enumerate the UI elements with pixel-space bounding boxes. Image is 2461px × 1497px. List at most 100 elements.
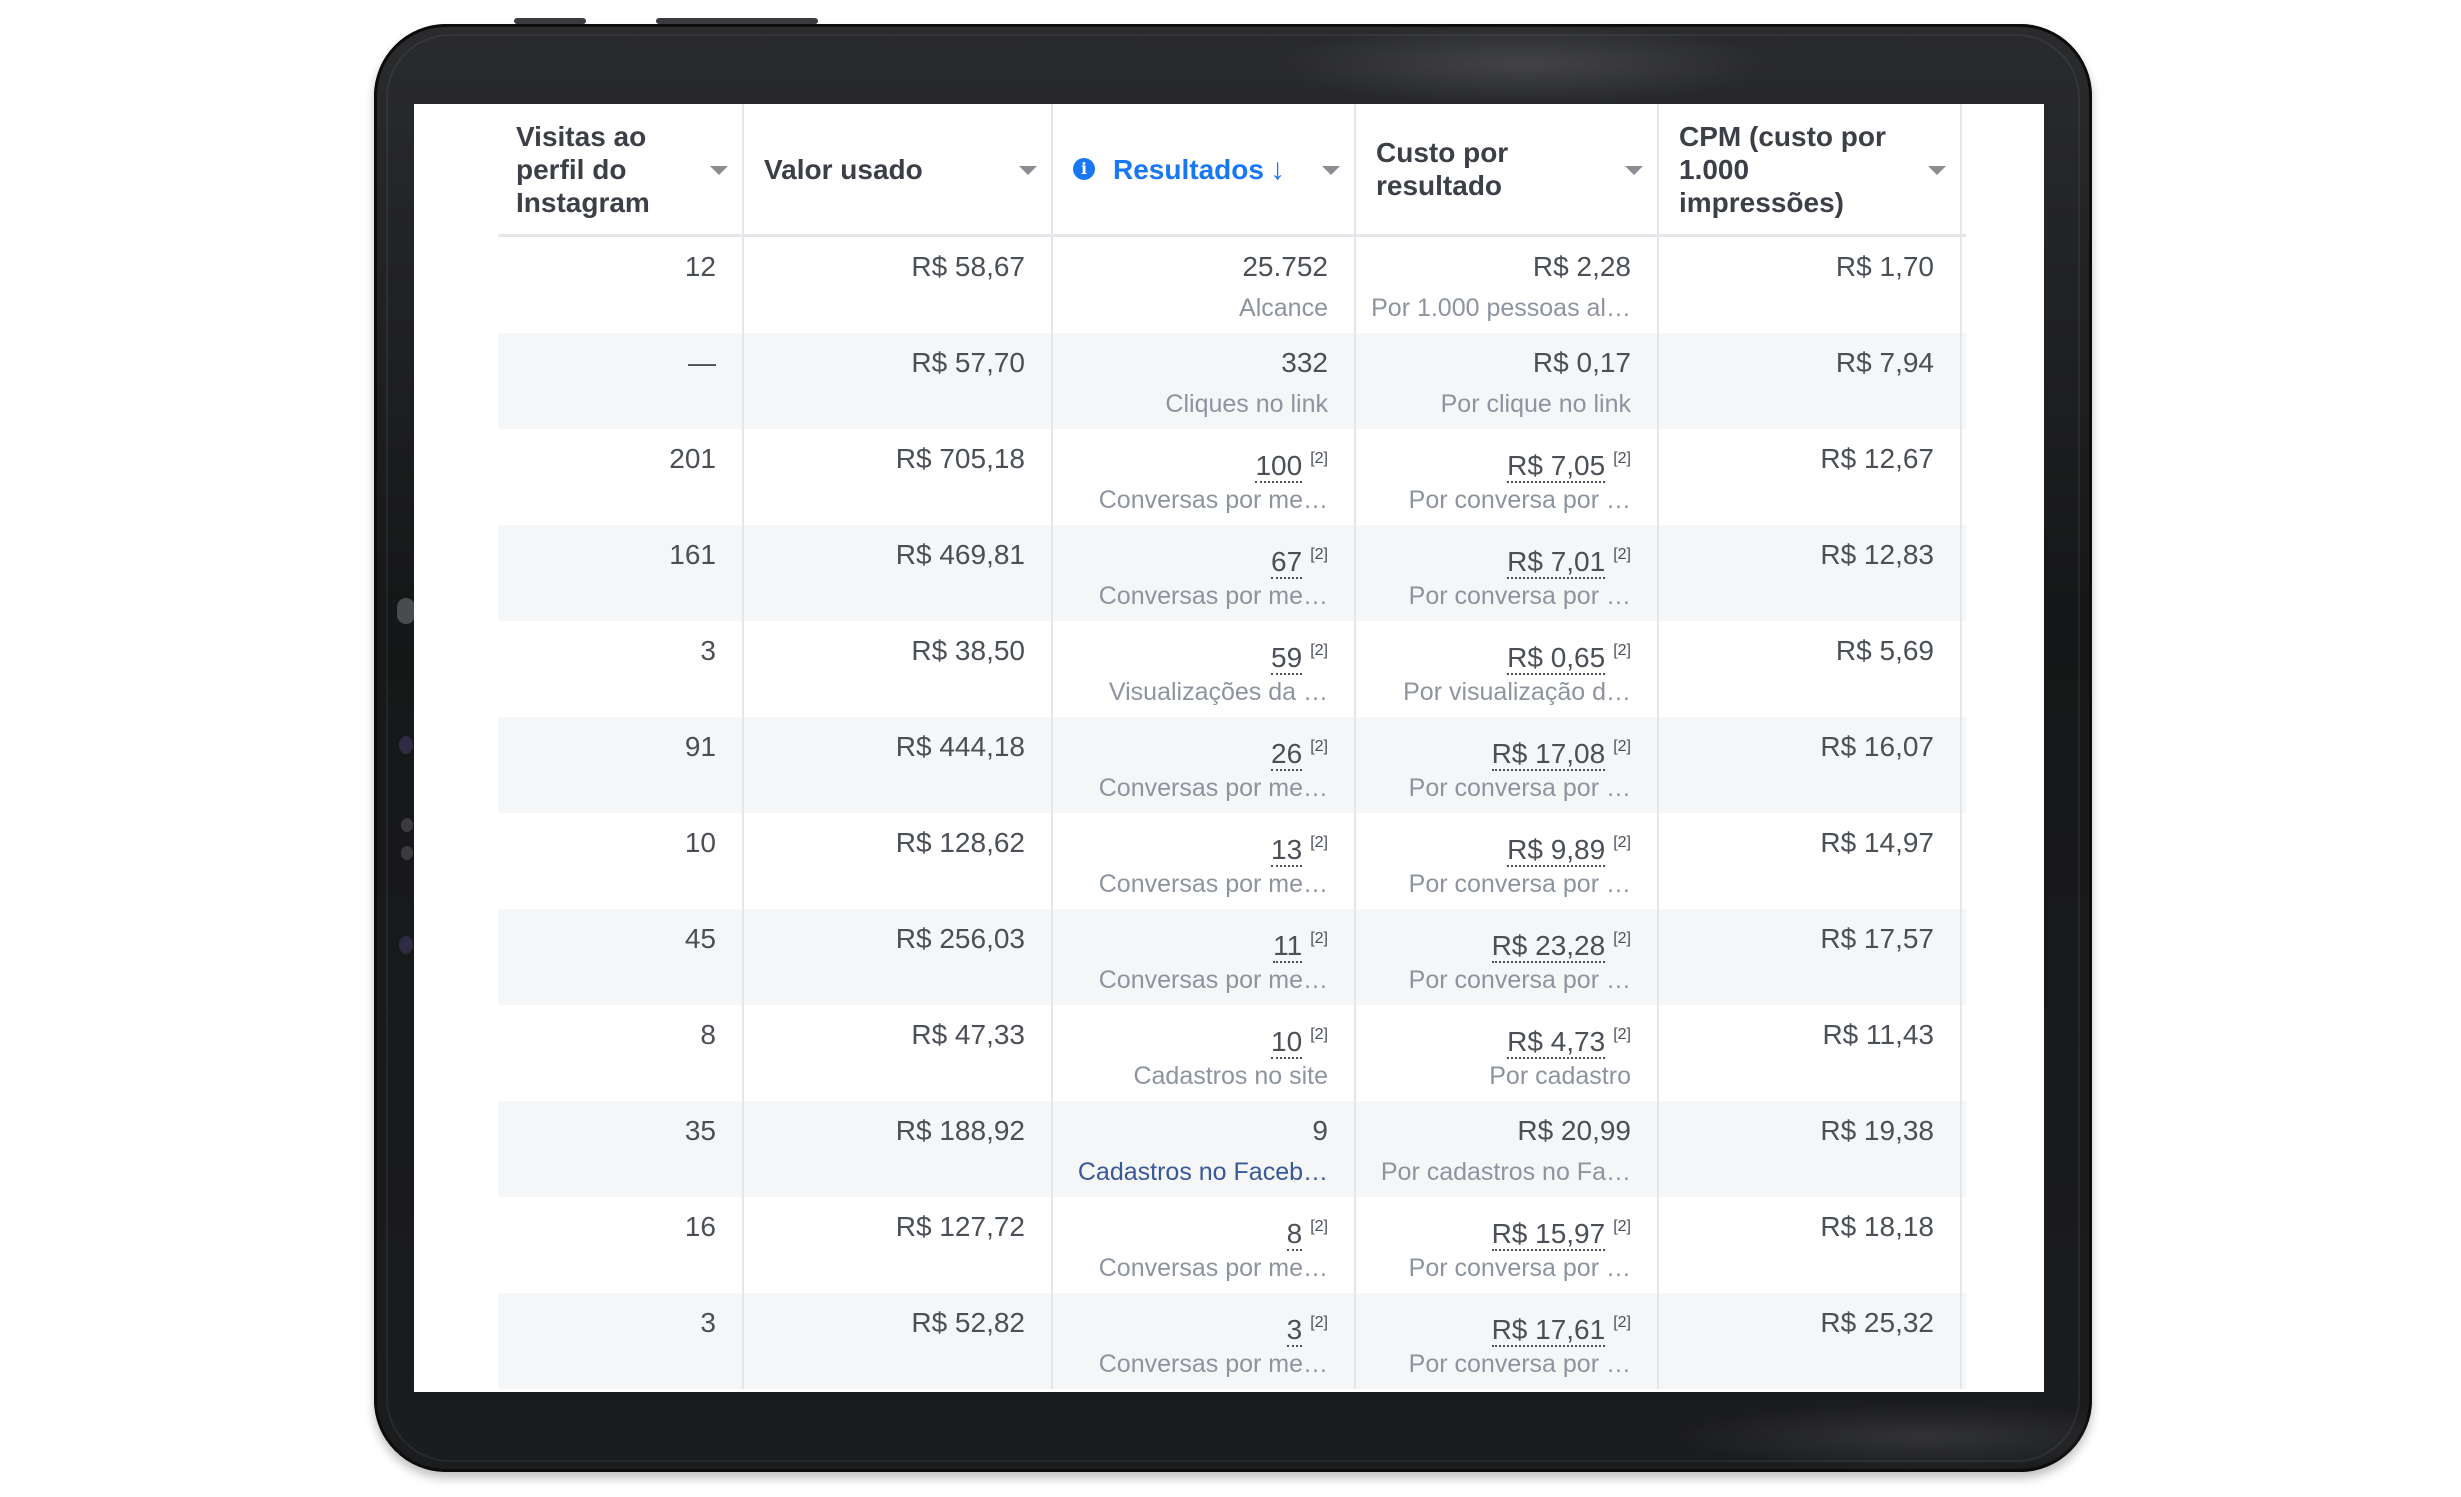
cell-visitas: 35 [498, 1101, 744, 1197]
custo-main: R$ 4,73 [2] [1356, 1017, 1631, 1059]
custo-value[interactable]: R$ 4,73 [1507, 1026, 1606, 1059]
table-row[interactable]: 35 R$ 188,92 9 Cadastros no Faceb… R$ 20,99 P… [498, 1101, 1966, 1197]
visitas-value: 45 [684, 923, 716, 954]
custo-type: Por cadastros no Fa… [1380, 1158, 1631, 1186]
resultados-type: Cliques no link [1165, 390, 1328, 418]
footnote-marker: [2] [1613, 1218, 1631, 1235]
arrow-down-icon[interactable]: ↓ [1269, 152, 1285, 186]
column-header-valor[interactable]: Valor usado [744, 104, 1053, 234]
cell-resultados: 10 [2] Cadastros no site [1053, 1005, 1356, 1101]
cell-cpm: R$ 18,18 [1659, 1197, 1962, 1293]
column-header-cpm[interactable]: CPM (custo por 1.000 impressões) [1659, 104, 1962, 234]
table-row[interactable]: 16 R$ 127,72 8 [2] Conversas por me… R$ 15,97… [498, 1197, 1966, 1293]
valor-value: R$ 47,33 [911, 1019, 1025, 1050]
chevron-down-icon[interactable] [710, 166, 728, 175]
cell-custo: R$ 23,28 [2] Por conversa por … [1356, 909, 1659, 1005]
column-header-visitas[interactable]: Visitas ao perfil do Instagram [498, 104, 744, 234]
table-row[interactable]: 8 R$ 47,33 10 [2] Cadastros no site R$ 4,73 [2… [498, 1005, 1966, 1101]
cell-cpm: R$ 19,38 [1659, 1101, 1962, 1197]
cell-cpm: R$ 17,57 [1659, 909, 1962, 1005]
resultados-value[interactable]: 59 [1271, 642, 1303, 675]
resultados-value[interactable]: 13 [1271, 834, 1303, 867]
resultados-type: Conversas por me… [1098, 1350, 1328, 1378]
sensor-icon [401, 846, 413, 860]
cell-custo: R$ 0,65 [2] Por visualização d… [1356, 621, 1659, 717]
cell-visitas: 12 [498, 237, 744, 333]
cell-cpm: R$ 25,32 [1659, 1293, 1962, 1389]
cell-valor: R$ 57,70 [744, 333, 1053, 429]
cell-cpm: R$ 12,67 [1659, 429, 1962, 525]
cell-valor: R$ 127,72 [744, 1197, 1053, 1293]
valor-value: R$ 38,50 [911, 635, 1025, 666]
resultados-value[interactable]: 100 [1255, 450, 1303, 483]
custo-value[interactable]: R$ 17,08 [1491, 738, 1606, 771]
table-row[interactable]: 10 R$ 128,62 13 [2] Conversas por me… R$ 9,89… [498, 813, 1966, 909]
table-row[interactable]: 3 R$ 38,50 59 [2] Visualizações da … R$ 0,65 [… [498, 621, 1966, 717]
resultados-value[interactable]: 8 [1286, 1218, 1303, 1251]
resultados-main: 10 [2] [1053, 1017, 1328, 1059]
sensor-icon [401, 818, 413, 832]
chevron-down-icon[interactable] [1019, 166, 1037, 175]
valor-value: R$ 444,18 [895, 731, 1025, 762]
resultados-value[interactable]: 11 [1273, 930, 1303, 963]
power-button [514, 18, 586, 24]
resultados-main: 67 [2] [1053, 537, 1328, 579]
table-header: Visitas ao perfil do Instagram Valor usa… [498, 104, 1966, 237]
cell-cpm: R$ 5,69 [1659, 621, 1962, 717]
cell-visitas: 10 [498, 813, 744, 909]
visitas-value: 12 [684, 251, 716, 282]
table-row[interactable]: 3 R$ 52,82 3 [2] Conversas por me… R$ 17,61 [2… [498, 1293, 1966, 1389]
custo-main: R$ 15,97 [2] [1356, 1209, 1631, 1251]
visitas-value: 3 [700, 635, 716, 666]
cell-resultados: 8 [2] Conversas por me… [1053, 1197, 1356, 1293]
table-row[interactable]: 201 R$ 705,18 100 [2] Conversas por me… R$ 7,… [498, 429, 1966, 525]
resultados-value[interactable]: 67 [1271, 546, 1303, 579]
cell-visitas: 91 [498, 717, 744, 813]
cell-custo: R$ 4,73 [2] Por cadastro [1356, 1005, 1659, 1101]
resultados-value[interactable]: 10 [1271, 1026, 1303, 1059]
custo-value[interactable]: R$ 7,01 [1507, 546, 1606, 579]
cell-custo: R$ 7,05 [2] Por conversa por … [1356, 429, 1659, 525]
chevron-down-icon[interactable] [1928, 166, 1946, 175]
column-header-resultados[interactable]: i Resultados ↓ [1053, 104, 1356, 234]
custo-value: R$ 0,17 [1532, 347, 1631, 378]
footnote-marker: [2] [1613, 738, 1631, 755]
table-row[interactable]: 45 R$ 256,03 11 [2] Conversas por me… R$ 23,2… [498, 909, 1966, 1005]
resultados-value[interactable]: 3 [1286, 1314, 1303, 1347]
custo-main: R$ 17,61 [2] [1356, 1305, 1631, 1347]
info-icon[interactable]: i [1073, 158, 1095, 180]
resultados-value: 332 [1281, 347, 1328, 378]
cell-custo: R$ 15,97 [2] Por conversa por … [1356, 1197, 1659, 1293]
footnote-marker: [2] [1613, 546, 1631, 563]
table-row[interactable]: 91 R$ 444,18 26 [2] Conversas por me… R$ 17,0… [498, 717, 1966, 813]
resultados-value[interactable]: 26 [1271, 738, 1303, 771]
custo-value[interactable]: R$ 15,97 [1491, 1218, 1606, 1251]
table-row[interactable]: 161 R$ 469,81 67 [2] Conversas por me… R$ 7,0… [498, 525, 1966, 621]
cell-resultados: 25.752 Alcance [1053, 237, 1356, 333]
custo-type: Por conversa por … [1408, 582, 1631, 610]
chevron-down-icon[interactable] [1625, 166, 1643, 175]
cpm-value: R$ 12,67 [1820, 443, 1934, 474]
table-row[interactable]: — R$ 57,70 332 Cliques no link R$ 0,17 Por cl… [498, 333, 1966, 429]
custo-value[interactable]: R$ 7,05 [1507, 450, 1606, 483]
resultados-type: Conversas por me… [1098, 870, 1328, 898]
custo-type: Por clique no link [1440, 390, 1631, 418]
visitas-value: 3 [700, 1307, 716, 1338]
resultados-type[interactable]: Cadastros no Faceb… [1077, 1158, 1328, 1186]
column-header-custo[interactable]: Custo por resultado [1356, 104, 1659, 234]
custo-value[interactable]: R$ 17,61 [1491, 1314, 1606, 1347]
footnote-marker: [2] [1310, 834, 1328, 851]
cell-resultados: 26 [2] Conversas por me… [1053, 717, 1356, 813]
cpm-value: R$ 18,18 [1820, 1211, 1934, 1242]
chevron-down-icon[interactable] [1322, 166, 1340, 175]
resultados-main: 100 [2] [1053, 441, 1328, 483]
table-row[interactable]: 12 R$ 58,67 25.752 Alcance R$ 2,28 Por 1.000 … [498, 237, 1966, 333]
cell-valor: R$ 58,67 [744, 237, 1053, 333]
custo-value[interactable]: R$ 0,65 [1507, 642, 1606, 675]
cell-resultados: 100 [2] Conversas por me… [1053, 429, 1356, 525]
cell-cpm: R$ 12,83 [1659, 525, 1962, 621]
cpm-value: R$ 14,97 [1820, 827, 1934, 858]
table-body: 12 R$ 58,67 25.752 Alcance R$ 2,28 Por 1.000 … [498, 237, 1966, 1389]
custo-value[interactable]: R$ 9,89 [1507, 834, 1606, 867]
custo-value[interactable]: R$ 23,28 [1491, 930, 1606, 963]
